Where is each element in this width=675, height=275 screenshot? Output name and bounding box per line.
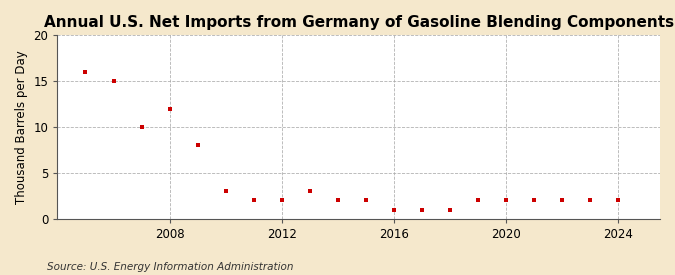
Point — [248, 198, 259, 203]
Point — [472, 198, 483, 203]
Point — [108, 79, 119, 83]
Y-axis label: Thousand Barrels per Day: Thousand Barrels per Day — [15, 50, 28, 204]
Point — [332, 198, 343, 203]
Point — [136, 125, 147, 129]
Point — [220, 189, 231, 193]
Point — [80, 70, 91, 74]
Point — [612, 198, 623, 203]
Point — [444, 207, 455, 212]
Point — [192, 143, 203, 148]
Title: Annual U.S. Net Imports from Germany of Gasoline Blending Components: Annual U.S. Net Imports from Germany of … — [44, 15, 674, 30]
Point — [556, 198, 567, 203]
Text: Source: U.S. Energy Information Administration: Source: U.S. Energy Information Administ… — [47, 262, 294, 272]
Point — [416, 207, 427, 212]
Point — [304, 189, 315, 193]
Point — [585, 198, 595, 203]
Point — [164, 106, 175, 111]
Point — [388, 207, 399, 212]
Point — [276, 198, 287, 203]
Point — [500, 198, 511, 203]
Point — [529, 198, 539, 203]
Point — [360, 198, 371, 203]
